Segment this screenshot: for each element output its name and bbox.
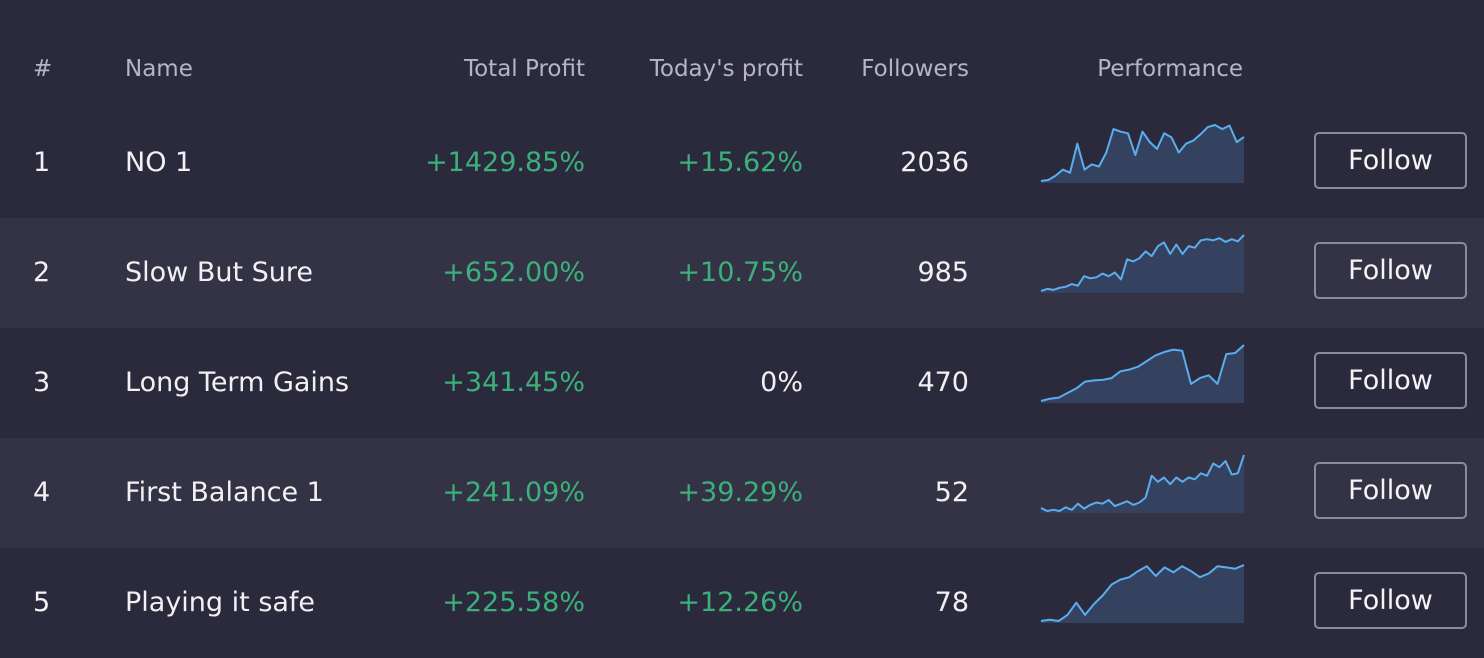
trader-name[interactable]: Slow But Sure (125, 257, 313, 288)
todays-profit-value: +10.75% (677, 257, 803, 288)
row-rank: 2 (33, 257, 51, 288)
todays-profit-value: +15.62% (677, 147, 803, 178)
leaderboard-table: # Name Total Profit Today's profit Follo… (0, 0, 1484, 629)
performance-sparkline (1040, 124, 1245, 183)
total-profit-value: +1429.85% (425, 147, 585, 178)
row-rank: 4 (33, 477, 51, 508)
trader-name[interactable]: NO 1 (125, 147, 193, 178)
header-rank: # (33, 56, 53, 82)
trader-name[interactable]: Long Term Gains (125, 367, 350, 398)
sparkline-line (1040, 454, 1245, 512)
total-profit-value: +225.58% (442, 587, 585, 618)
table-row: 1 NO 1 +1429.85% +15.62% 2036 Follow (0, 108, 1484, 218)
table-row: 3 Long Term Gains +341.45% 0% 470 Follow (0, 328, 1484, 438)
header-performance: Performance (1097, 56, 1243, 82)
total-profit-value: +341.45% (442, 367, 585, 398)
follow-button[interactable]: Follow (1314, 242, 1467, 299)
follow-button[interactable]: Follow (1314, 132, 1467, 189)
row-rank: 3 (33, 367, 51, 398)
sparkline-area (1041, 565, 1244, 623)
followers-count: 52 (934, 477, 969, 508)
follow-button[interactable]: Follow (1314, 572, 1467, 629)
trader-name[interactable]: Playing it safe (125, 587, 316, 618)
table-header: # Name Total Profit Today's profit Follo… (0, 0, 1484, 108)
performance-sparkline (1040, 234, 1245, 293)
follow-button[interactable]: Follow (1314, 352, 1467, 409)
sparkline-line (1040, 124, 1245, 182)
sparkline-line (1040, 234, 1245, 292)
followers-count: 470 (917, 367, 969, 398)
performance-sparkline (1040, 564, 1245, 623)
table-row: 2 Slow But Sure +652.00% +10.75% 985 Fol… (0, 218, 1484, 328)
performance-sparkline (1040, 454, 1245, 513)
todays-profit-value: 0% (760, 367, 803, 398)
todays-profit-value: +12.26% (677, 587, 803, 618)
total-profit-value: +652.00% (442, 257, 585, 288)
table-row: 5 Playing it safe +225.58% +12.26% 78 Fo… (0, 548, 1484, 658)
followers-count: 985 (917, 257, 969, 288)
sparkline-line (1040, 344, 1245, 402)
header-total-profit: Total Profit (463, 56, 585, 82)
follow-button[interactable]: Follow (1314, 462, 1467, 519)
todays-profit-value: +39.29% (677, 477, 803, 508)
table-row: 4 First Balance 1 +241.09% +39.29% 52 Fo… (0, 438, 1484, 548)
row-rank: 1 (33, 147, 51, 178)
sparkline-area (1041, 345, 1244, 403)
header-followers: Followers (861, 56, 969, 82)
row-rank: 5 (33, 587, 51, 618)
header-name: Name (125, 56, 193, 82)
sparkline-area (1041, 125, 1244, 183)
header-todays-profit: Today's profit (649, 56, 803, 82)
performance-sparkline (1040, 344, 1245, 403)
trader-name[interactable]: First Balance 1 (125, 477, 324, 508)
followers-count: 78 (934, 587, 969, 618)
followers-count: 2036 (900, 147, 969, 178)
sparkline-line (1040, 564, 1245, 622)
total-profit-value: +241.09% (442, 477, 585, 508)
sparkline-area (1041, 455, 1244, 513)
